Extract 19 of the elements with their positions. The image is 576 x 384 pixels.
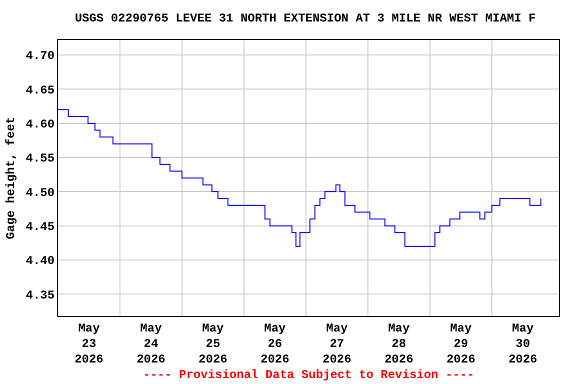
x-tick-label: May 29 2026	[446, 321, 476, 367]
text: ---- Provisional Data Subject to Revision ----	[143, 368, 474, 382]
y-tick-label: 4.35	[26, 288, 55, 302]
y-tick-label: 4.50	[26, 186, 55, 200]
y-tick-label: 4.70	[26, 49, 55, 64]
x-tick-label: May 30 2026	[508, 321, 538, 367]
x-tick-label: May 28 2026	[384, 321, 414, 367]
x-tick-label: May 26 2026	[260, 321, 290, 367]
y-tick-label: 4.60	[26, 118, 55, 132]
y-tick-label: 4.45	[26, 220, 55, 234]
x-tick-label: May 27 2026	[322, 321, 352, 367]
x-tick-label: May 23 2026	[74, 321, 104, 367]
y-axis-title: Gage height, feet	[4, 116, 18, 240]
y-tick-label: 4.55	[26, 152, 55, 166]
y-tick-label: 4.65	[26, 83, 55, 98]
y-tick-label: 4.40	[26, 254, 55, 268]
x-tick-label: May 25 2026	[198, 321, 228, 367]
chart-title: USGS 02290765 LEVEE 31 NORTH EXTENSION AT 3 MILE NR WEST MIAMI F	[74, 11, 536, 26]
x-tick-label: May 24 2026	[136, 321, 166, 367]
